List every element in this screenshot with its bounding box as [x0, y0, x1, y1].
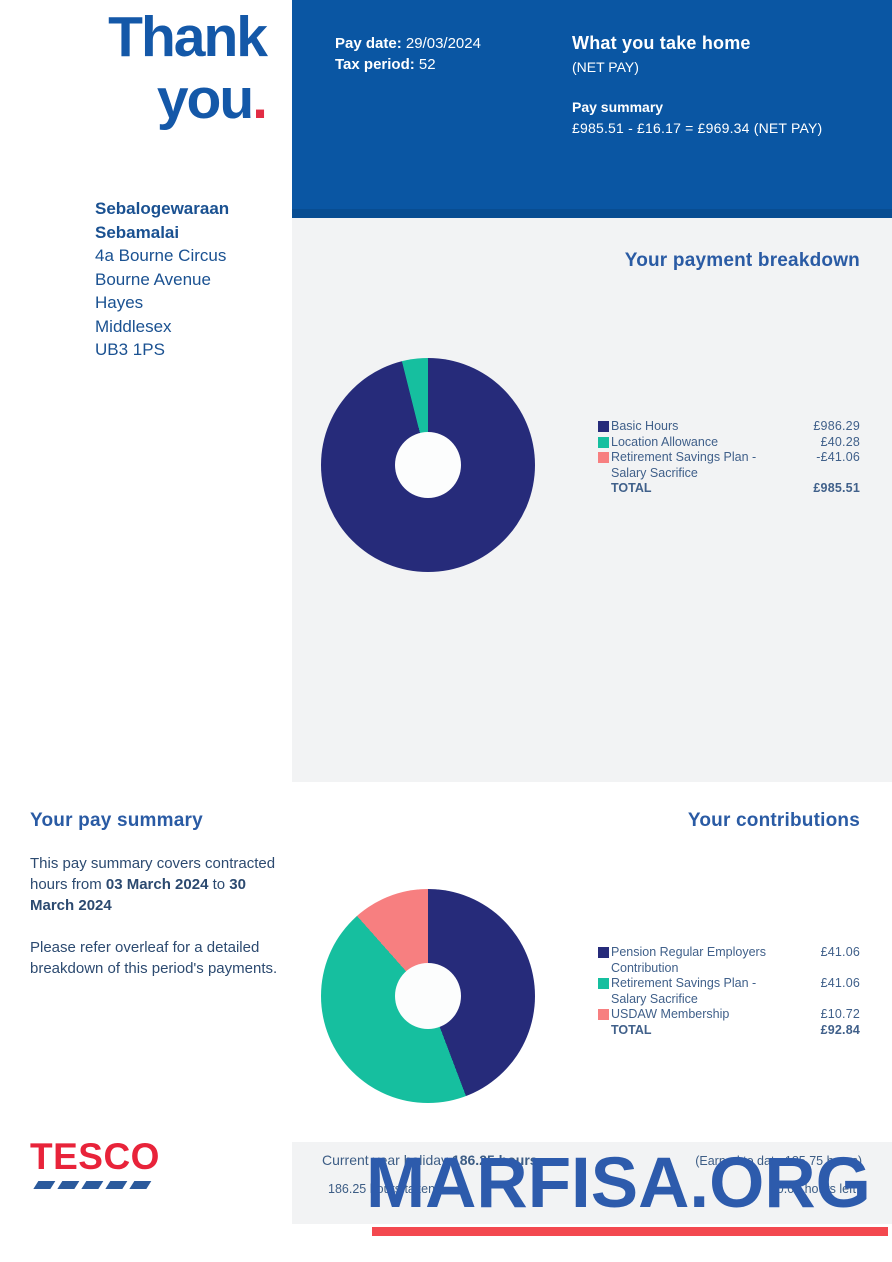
pay-summary-equation: £985.51 - £16.17 = £969.34 (NET PAY) — [572, 120, 823, 136]
legend-value: £986.29 — [813, 419, 860, 433]
address-line: 4a Bourne Circus — [95, 246, 227, 265]
period-start-date: 03 March 2024 — [105, 876, 209, 893]
legend-value: £10.72 — [820, 1007, 860, 1021]
legend-row: Pension Regular Employers £41.06 — [598, 945, 860, 961]
watermark-text: MARFISA.ORG — [366, 1144, 871, 1223]
header-bottom-shade — [292, 209, 892, 218]
payment-breakdown-panel: Your payment breakdown Basic Hours £986.… — [292, 218, 892, 782]
take-home-title: What you take home — [572, 33, 751, 53]
take-home-block: What you take home (NET PAY) Pay summary… — [572, 33, 822, 136]
legend-swatch-retirement-savings — [598, 452, 609, 463]
thank-you-red-dot: . — [252, 67, 268, 131]
pay-summary-label: Pay summary — [572, 99, 664, 115]
earned-to-date: (Earned to date 185.75 hours) — [695, 1154, 862, 1168]
pay-summary-paragraph-2: Please refer overleaf for a detailed bre… — [30, 939, 278, 977]
holiday-hours-total: 186.25 hours — [451, 1152, 538, 1168]
net-pay-note: (NET PAY) — [572, 59, 639, 75]
thank-you-line2: you. — [156, 67, 268, 131]
legend-swatch-usdaw — [598, 1009, 609, 1020]
holiday-row-1: Current year holiday 186.25 hours (Earne… — [322, 1152, 862, 1168]
tesco-dash — [129, 1181, 152, 1189]
legend-row: USDAW Membership £10.72 — [598, 1007, 860, 1023]
legend-total-row: TOTAL £985.51 — [598, 481, 860, 497]
legend-label-wrap: Contribution — [611, 960, 679, 975]
thank-you-line1: Thank — [108, 5, 268, 69]
legend-swatch-location-allowance — [598, 436, 609, 448]
watermark-underline — [372, 1227, 888, 1236]
pay-date-value: 29/03/2024 — [405, 35, 481, 52]
legend-label: Retirement Savings Plan - — [611, 976, 757, 990]
legend-value: £40.28 — [820, 434, 860, 449]
payment-breakdown-title: Your payment breakdown — [624, 250, 860, 271]
legend-value: £41.06 — [820, 945, 860, 959]
pay-date-line: Pay date: 29/03/2024 — [335, 33, 481, 54]
legend-label: Location Allowance — [611, 434, 719, 449]
legend-label-wrap: Salary Sacrifice — [611, 465, 698, 480]
legend-row: Retirement Savings Plan - -£41.06 — [598, 450, 860, 466]
tax-period-line: Tax period: 52 — [335, 54, 481, 75]
period-end-date: 30 March 2024 — [30, 876, 246, 914]
thank-you-headline: Thank you. — [58, 5, 268, 131]
recipient-name-line2: Sebamalai — [95, 222, 180, 242]
pay-summary-title: Your pay summary — [30, 810, 203, 831]
pay-date-label: Pay date: — [335, 35, 402, 52]
holiday-summary-bar: Current year holiday 186.25 hours (Earne… — [292, 1142, 892, 1224]
legend-total-label: TOTAL — [611, 1022, 652, 1037]
recipient-address: Sebalogewaraan Sebamalai 4a Bourne Circu… — [95, 197, 229, 362]
header-banner: Pay date: 29/03/2024 Tax period: 52 What… — [292, 0, 892, 218]
tax-period-label: Tax period: — [335, 56, 415, 73]
pay-summary-paragraph-1: This pay summary covers contracted hours… — [30, 855, 276, 914]
legend-label-wrap: Salary Sacrifice — [611, 991, 698, 1006]
legend-label: Basic Hours — [611, 419, 679, 433]
donut-hole — [395, 432, 461, 498]
tax-period-value: 52 — [418, 56, 436, 73]
address-line: UB3 1PS — [95, 340, 165, 359]
legend-total-label: TOTAL — [611, 481, 652, 495]
recipient-name-line1: Sebalogewaraan — [95, 199, 230, 218]
legend-value: £41.06 — [820, 976, 860, 990]
legend-swatch-basic-hours — [598, 421, 609, 432]
tesco-logo: TESCO — [30, 1138, 160, 1189]
tesco-dash — [105, 1181, 128, 1189]
legend-swatch-retirement-savings — [598, 978, 609, 989]
legend-label: Pension Regular Employers — [611, 945, 766, 959]
legend-row: Basic Hours £986.29 — [598, 419, 860, 435]
pay-summary-body: This pay summary covers contracted hours… — [30, 853, 278, 979]
contributions-donut-chart — [321, 889, 535, 1103]
legend-total-value: £92.84 — [820, 1022, 860, 1037]
legend-swatch-pension — [598, 947, 609, 958]
legend-total-value: £985.51 — [813, 481, 860, 495]
hours-taken: 186.25 hours taken — [328, 1182, 436, 1196]
tesco-dash — [81, 1181, 104, 1189]
tesco-logo-dashes — [33, 1181, 163, 1189]
hours-left: 0.00 hours left — [776, 1182, 856, 1196]
current-year-holiday: Current year holiday 186.25 hours — [322, 1152, 538, 1168]
holiday-row-2: 186.25 hours taken 0.00 hours left — [328, 1182, 856, 1196]
legend-total-row: TOTAL £92.84 — [598, 1023, 860, 1039]
legend-row: Retirement Savings Plan - £41.06 — [598, 976, 860, 992]
pay-info: Pay date: 29/03/2024 Tax period: 52 — [335, 33, 481, 75]
payment-breakdown-donut-chart — [321, 358, 535, 572]
contributions-title: Your contributions — [687, 810, 860, 831]
address-line: Hayes — [95, 293, 144, 312]
donut-hole — [395, 963, 461, 1029]
payment-breakdown-legend: Basic Hours £986.29 Location Allowance £… — [598, 419, 860, 497]
tesco-dash — [33, 1181, 56, 1189]
legend-value: -£41.06 — [816, 450, 860, 464]
address-line: Middlesex — [95, 316, 172, 336]
tesco-dash — [57, 1181, 80, 1189]
legend-label: Retirement Savings Plan - — [611, 450, 757, 464]
legend-row: Location Allowance £40.28 — [598, 435, 860, 451]
address-line: Bourne Avenue — [95, 269, 211, 289]
legend-label: USDAW Membership — [611, 1007, 730, 1021]
tesco-logo-text: TESCO — [30, 1136, 160, 1177]
contributions-legend: Pension Regular Employers £41.06 Contrib… — [598, 945, 860, 1038]
